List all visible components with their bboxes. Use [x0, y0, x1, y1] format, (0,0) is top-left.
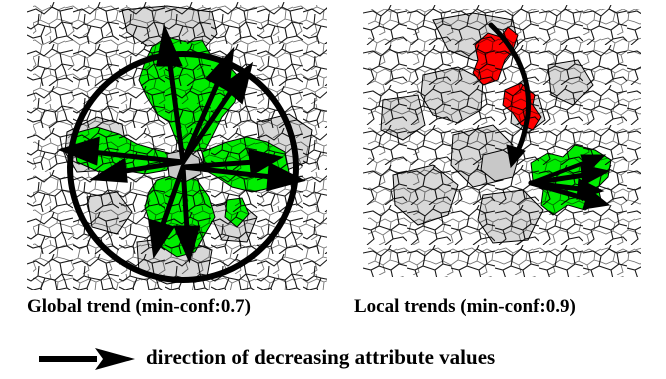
- arrow-head: [576, 178, 605, 200]
- arrow-head: [205, 46, 235, 92]
- center-region: [480, 149, 519, 182]
- trend-circle: [67, 51, 299, 283]
- arrow-head: [155, 23, 183, 67]
- arrow-head: [173, 225, 201, 264]
- arrow-head: [148, 218, 175, 259]
- local-trends-caption: Local trends (min-conf:0.9): [354, 296, 576, 317]
- arrow-head: [221, 61, 254, 105]
- arrow-head: [506, 144, 526, 169]
- arrow-head: [57, 136, 100, 166]
- global-trend-map: [27, 2, 327, 290]
- arrow-head: [266, 162, 307, 192]
- arrows: [57, 23, 307, 264]
- arrows: [488, 22, 611, 210]
- local-trends-map: [363, 5, 641, 277]
- arrow-head: [89, 157, 128, 183]
- legend-text: direction of decreasing attribute values: [146, 345, 496, 369]
- legend-arrow-icon: [39, 348, 135, 370]
- global-trend-caption: Global trend (min-conf:0.7): [27, 296, 251, 317]
- arrow-head: [580, 154, 607, 174]
- arrow-head: [248, 148, 284, 177]
